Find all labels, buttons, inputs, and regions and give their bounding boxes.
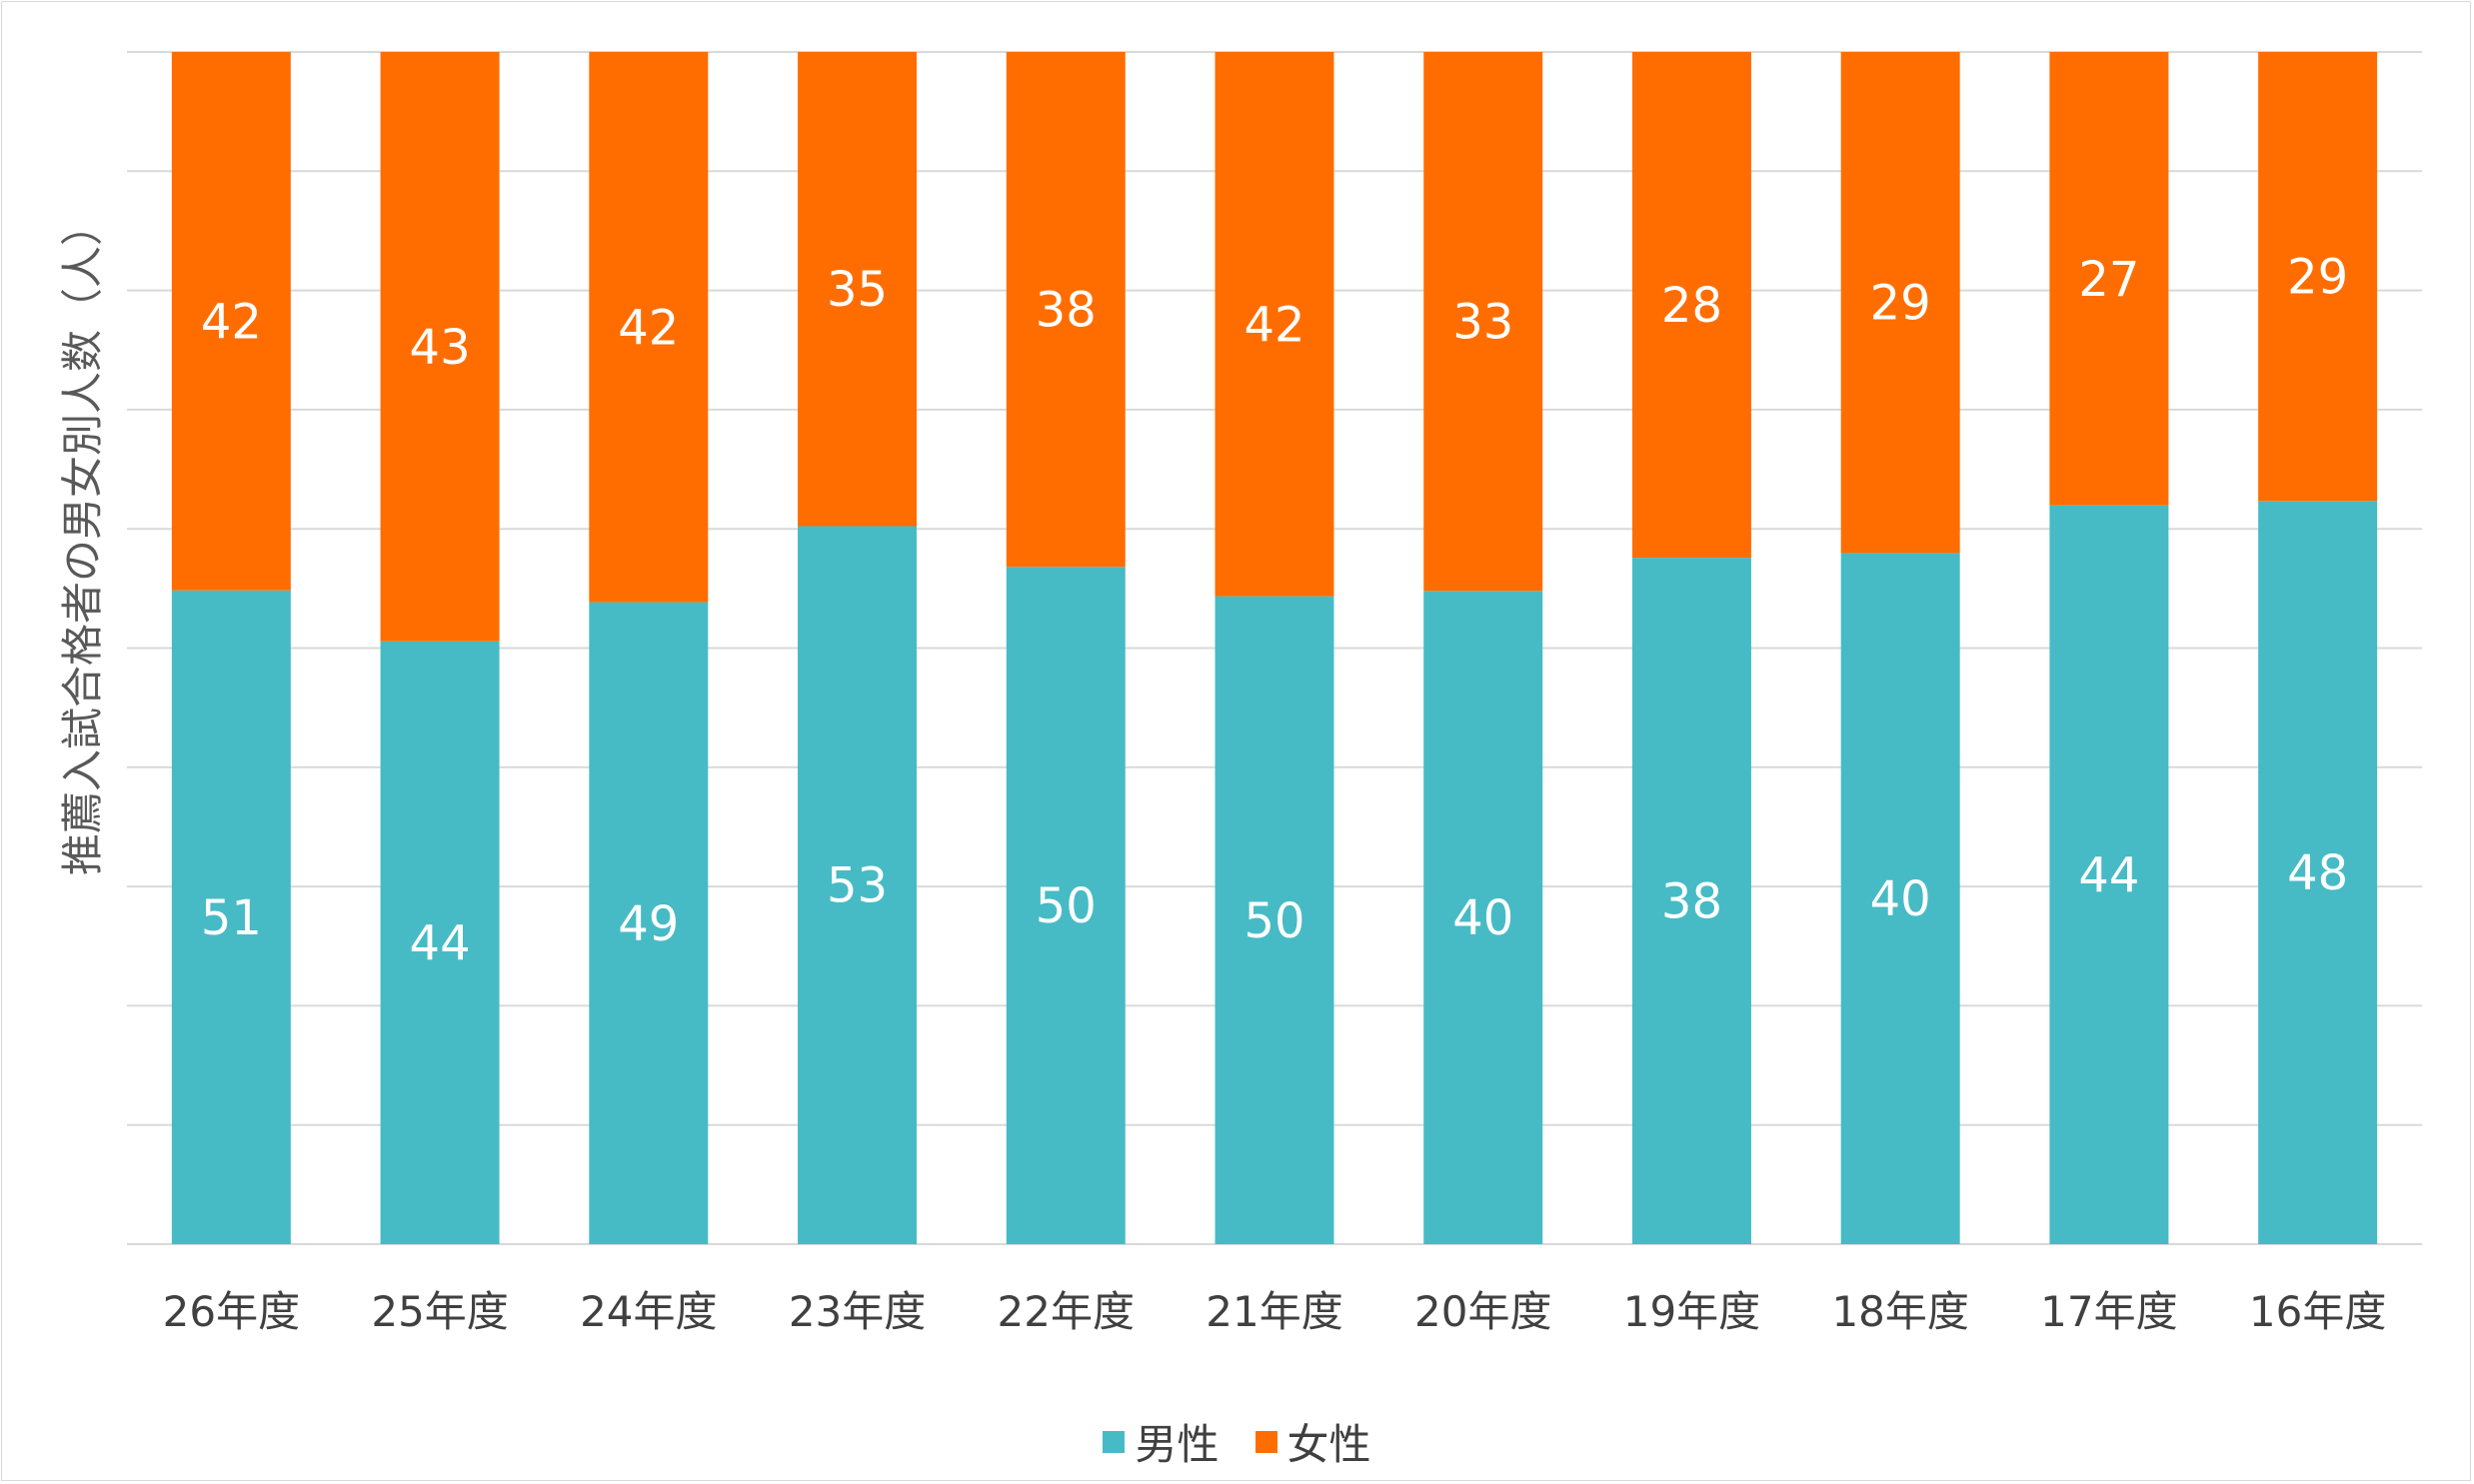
data-label-male: 49 bbox=[618, 896, 679, 952]
data-label-male: 53 bbox=[827, 858, 888, 914]
bar-female bbox=[2049, 52, 2169, 506]
bar-female bbox=[171, 52, 291, 591]
data-label-female: 33 bbox=[1452, 295, 1513, 351]
data-label-male: 50 bbox=[1243, 893, 1304, 949]
bar-male bbox=[1215, 596, 1334, 1244]
data-label-male: 48 bbox=[2287, 845, 2348, 901]
bar-male bbox=[1631, 558, 1751, 1244]
x-tick-label: 24年度 bbox=[580, 1287, 717, 1336]
x-tick-label: 17年度 bbox=[2040, 1287, 2177, 1336]
data-label-female: 42 bbox=[1243, 297, 1304, 353]
x-tick-label: 25年度 bbox=[371, 1287, 508, 1336]
bar-male bbox=[171, 590, 291, 1244]
x-tick-label: 23年度 bbox=[789, 1287, 926, 1336]
bar-male bbox=[2258, 501, 2378, 1245]
legend-label-female: 女性 bbox=[1286, 1420, 1371, 1469]
legend-item-male: 男性 bbox=[1103, 1411, 1220, 1472]
bar-female bbox=[1631, 52, 1751, 559]
legend-swatch-male bbox=[1103, 1430, 1126, 1453]
data-label-male: 40 bbox=[1452, 890, 1513, 946]
x-tick-label: 22年度 bbox=[998, 1287, 1135, 1336]
data-label-female: 42 bbox=[618, 300, 679, 356]
bar-female bbox=[2258, 52, 2378, 502]
data-label-female: 29 bbox=[1870, 276, 1931, 332]
bar-female bbox=[589, 52, 709, 603]
bar-male bbox=[1840, 553, 1960, 1244]
data-label-male: 51 bbox=[201, 890, 262, 946]
legend-swatch-female bbox=[1254, 1430, 1277, 1453]
legend-label-male: 男性 bbox=[1135, 1420, 1220, 1469]
data-label-male: 50 bbox=[1036, 878, 1097, 934]
x-tick-label: 26年度 bbox=[163, 1287, 300, 1336]
x-axis-ticks: 26年度 25年度 24年度 23年度 22年度 21年度 20年度 19年度 18年度 17年度… bbox=[163, 1287, 2387, 1336]
x-tick-label: 16年度 bbox=[2249, 1287, 2386, 1336]
data-label-male: 40 bbox=[1870, 871, 1931, 927]
data-label-female: 35 bbox=[827, 262, 888, 318]
bars: 51 42 44 43 49 42 53 35 50 38 50 42 40 33 38 28 40 29 44 27… bbox=[171, 52, 2378, 1245]
data-label-female: 29 bbox=[2287, 250, 2348, 306]
bar-male bbox=[589, 602, 709, 1244]
legend-item-female: 女性 bbox=[1254, 1411, 1371, 1472]
bar-male bbox=[380, 641, 500, 1244]
x-tick-label: 19年度 bbox=[1623, 1287, 1760, 1336]
legend: 男性 女性 bbox=[0, 1411, 2474, 1472]
x-tick-label: 21年度 bbox=[1206, 1287, 1342, 1336]
bar-male bbox=[1423, 591, 1543, 1244]
bar-female bbox=[1840, 52, 1960, 554]
x-tick-label: 20年度 bbox=[1414, 1287, 1551, 1336]
data-label-female: 28 bbox=[1661, 278, 1722, 334]
bar-female bbox=[798, 52, 918, 527]
bar-female bbox=[1006, 52, 1126, 568]
data-label-female: 42 bbox=[201, 294, 262, 350]
data-label-male: 44 bbox=[2078, 847, 2139, 903]
data-label-female: 43 bbox=[410, 320, 471, 376]
y-axis-title: 推薦入試合格者の男女別人数（人） bbox=[58, 204, 107, 875]
data-label-female: 27 bbox=[2078, 252, 2139, 308]
bar-female bbox=[1215, 52, 1334, 597]
bar-male bbox=[798, 526, 918, 1244]
bar-female bbox=[1423, 52, 1543, 592]
bar-female bbox=[380, 52, 500, 642]
bar-male bbox=[2049, 505, 2169, 1245]
bar-male bbox=[1006, 567, 1126, 1244]
data-label-male: 44 bbox=[410, 915, 471, 971]
x-tick-label: 18年度 bbox=[1831, 1287, 1968, 1336]
data-label-female: 38 bbox=[1036, 283, 1097, 339]
data-label-male: 38 bbox=[1661, 874, 1722, 930]
